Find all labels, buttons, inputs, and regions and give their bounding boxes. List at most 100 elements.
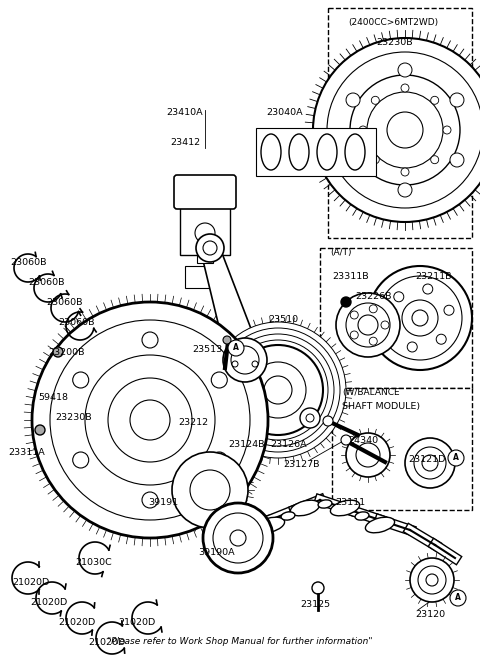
Circle shape — [35, 425, 45, 435]
Circle shape — [450, 153, 464, 167]
Text: 23412: 23412 — [170, 138, 200, 147]
Text: 39191: 39191 — [148, 498, 178, 507]
Circle shape — [327, 52, 480, 208]
Text: (A/T): (A/T) — [330, 248, 351, 257]
Circle shape — [313, 38, 480, 222]
Circle shape — [72, 452, 89, 468]
Circle shape — [369, 305, 377, 313]
Circle shape — [398, 63, 412, 77]
Ellipse shape — [281, 512, 295, 520]
Circle shape — [306, 414, 314, 422]
Bar — [197, 243, 213, 263]
Circle shape — [252, 361, 258, 367]
Text: 39190A: 39190A — [198, 548, 235, 557]
Circle shape — [372, 155, 379, 164]
Ellipse shape — [255, 517, 285, 533]
Text: 23212: 23212 — [178, 418, 208, 427]
Circle shape — [405, 438, 455, 488]
Text: 23126A: 23126A — [270, 440, 307, 449]
Circle shape — [210, 322, 346, 458]
Circle shape — [50, 320, 250, 520]
Text: 23410A: 23410A — [167, 108, 204, 117]
Text: 23124B: 23124B — [228, 440, 264, 449]
Text: 21020D: 21020D — [58, 618, 95, 627]
Circle shape — [341, 297, 351, 307]
Circle shape — [323, 416, 333, 426]
Ellipse shape — [317, 134, 337, 170]
Circle shape — [431, 96, 439, 104]
Bar — [256, 128, 376, 176]
Circle shape — [196, 234, 224, 262]
Circle shape — [341, 435, 351, 445]
Circle shape — [142, 332, 158, 348]
Text: 23060B: 23060B — [28, 278, 64, 287]
Circle shape — [216, 328, 340, 452]
Circle shape — [356, 443, 380, 467]
Ellipse shape — [365, 517, 395, 533]
Circle shape — [228, 340, 244, 356]
Circle shape — [211, 372, 228, 388]
Circle shape — [426, 574, 438, 586]
Circle shape — [378, 276, 462, 360]
Circle shape — [230, 530, 246, 546]
Text: 23060B: 23060B — [10, 258, 47, 267]
Circle shape — [422, 455, 438, 471]
Circle shape — [450, 93, 464, 107]
Circle shape — [401, 168, 409, 176]
Circle shape — [346, 433, 390, 477]
Circle shape — [431, 155, 439, 164]
Circle shape — [448, 450, 464, 466]
Circle shape — [350, 75, 460, 185]
Circle shape — [213, 513, 263, 563]
FancyBboxPatch shape — [174, 175, 236, 209]
Ellipse shape — [330, 501, 360, 516]
Circle shape — [211, 452, 228, 468]
Circle shape — [359, 126, 367, 134]
Circle shape — [418, 566, 446, 594]
Text: A: A — [455, 594, 461, 602]
Circle shape — [231, 346, 259, 374]
Bar — [320, 248, 472, 388]
Text: 23230B: 23230B — [377, 38, 413, 47]
Circle shape — [394, 292, 404, 302]
Text: A: A — [453, 453, 459, 462]
Bar — [328, 8, 472, 238]
Text: 23311B: 23311B — [332, 272, 369, 281]
Circle shape — [203, 503, 273, 573]
Text: 23200B: 23200B — [48, 348, 84, 357]
Ellipse shape — [318, 500, 332, 508]
Ellipse shape — [290, 501, 320, 516]
Circle shape — [72, 372, 89, 388]
Circle shape — [407, 342, 417, 352]
Circle shape — [130, 400, 170, 440]
Circle shape — [222, 334, 334, 446]
Text: 23230B: 23230B — [55, 413, 92, 422]
Text: (W/BALANCE: (W/BALANCE — [342, 388, 400, 397]
Circle shape — [312, 582, 324, 594]
Circle shape — [336, 293, 400, 357]
Bar — [332, 388, 472, 510]
Circle shape — [387, 112, 423, 148]
Circle shape — [228, 340, 328, 440]
Text: 23226B: 23226B — [355, 292, 392, 301]
Text: 21020D: 21020D — [12, 578, 49, 587]
Circle shape — [436, 334, 446, 344]
Text: 21020D: 21020D — [118, 618, 155, 627]
Text: 23127B: 23127B — [283, 460, 320, 469]
Circle shape — [401, 84, 409, 92]
Circle shape — [232, 361, 238, 367]
Circle shape — [450, 590, 466, 606]
Circle shape — [300, 408, 320, 428]
Circle shape — [398, 183, 412, 197]
Text: 23513: 23513 — [192, 345, 222, 354]
Circle shape — [410, 558, 454, 602]
Text: 21020D: 21020D — [88, 638, 125, 647]
Ellipse shape — [355, 512, 369, 520]
Circle shape — [108, 378, 192, 462]
Text: 24340: 24340 — [348, 436, 378, 445]
Circle shape — [346, 153, 360, 167]
Bar — [185, 266, 225, 288]
Circle shape — [203, 241, 217, 255]
Ellipse shape — [345, 134, 365, 170]
Ellipse shape — [289, 134, 309, 170]
